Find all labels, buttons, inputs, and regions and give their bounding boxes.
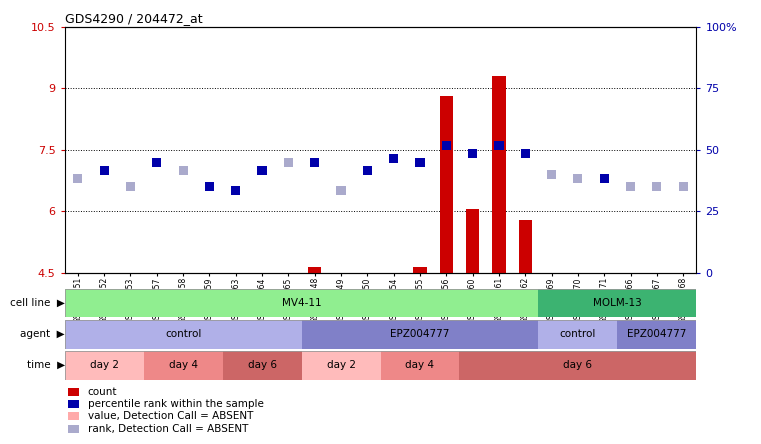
Text: MOLM-13: MOLM-13 bbox=[593, 298, 642, 308]
Bar bbox=[466, 210, 479, 273]
Bar bbox=[179, 166, 188, 175]
Text: MV4-11: MV4-11 bbox=[282, 298, 321, 308]
Bar bbox=[223, 351, 301, 380]
Text: day 2: day 2 bbox=[90, 360, 119, 370]
Text: time  ▶: time ▶ bbox=[27, 360, 65, 370]
Bar bbox=[389, 154, 398, 163]
Bar bbox=[65, 320, 301, 349]
Text: day 4: day 4 bbox=[169, 360, 198, 370]
Bar bbox=[539, 289, 696, 317]
Bar bbox=[65, 289, 539, 317]
Text: cell line  ▶: cell line ▶ bbox=[10, 298, 65, 308]
Bar bbox=[495, 141, 504, 150]
Bar bbox=[519, 220, 532, 273]
Text: control: control bbox=[165, 329, 202, 339]
Bar bbox=[301, 351, 380, 380]
Text: EPZ004777: EPZ004777 bbox=[627, 329, 686, 339]
Bar bbox=[126, 182, 135, 191]
Text: EPZ004777: EPZ004777 bbox=[390, 329, 450, 339]
Bar bbox=[679, 182, 688, 191]
Bar bbox=[413, 267, 427, 273]
Text: day 6: day 6 bbox=[563, 360, 592, 370]
Bar bbox=[152, 158, 161, 166]
Bar bbox=[547, 170, 556, 179]
Bar bbox=[652, 182, 661, 191]
Bar bbox=[626, 182, 635, 191]
Bar bbox=[100, 166, 109, 175]
Bar bbox=[336, 186, 345, 195]
Bar bbox=[205, 182, 214, 191]
Bar bbox=[308, 267, 321, 273]
Bar bbox=[73, 174, 82, 183]
Bar bbox=[301, 320, 539, 349]
Bar bbox=[492, 76, 505, 273]
Bar bbox=[65, 351, 144, 380]
Bar bbox=[363, 166, 372, 175]
Bar bbox=[539, 320, 617, 349]
Bar bbox=[460, 351, 696, 380]
Text: agent  ▶: agent ▶ bbox=[20, 329, 65, 339]
Bar bbox=[600, 174, 609, 183]
Bar bbox=[440, 96, 453, 273]
Text: day 6: day 6 bbox=[247, 360, 276, 370]
Bar bbox=[573, 174, 582, 183]
Bar bbox=[380, 351, 460, 380]
Bar bbox=[416, 158, 425, 166]
Text: percentile rank within the sample: percentile rank within the sample bbox=[88, 399, 263, 409]
Bar bbox=[231, 186, 240, 195]
Bar bbox=[441, 141, 451, 150]
Bar bbox=[284, 158, 293, 166]
Bar bbox=[144, 351, 223, 380]
Bar bbox=[521, 150, 530, 159]
Text: control: control bbox=[559, 329, 596, 339]
Bar bbox=[617, 320, 696, 349]
Text: day 2: day 2 bbox=[326, 360, 355, 370]
Text: rank, Detection Call = ABSENT: rank, Detection Call = ABSENT bbox=[88, 424, 248, 434]
Bar bbox=[257, 166, 266, 175]
Text: count: count bbox=[88, 387, 117, 396]
Text: value, Detection Call = ABSENT: value, Detection Call = ABSENT bbox=[88, 412, 253, 421]
Text: GDS4290 / 204472_at: GDS4290 / 204472_at bbox=[65, 12, 202, 25]
Bar bbox=[310, 158, 320, 166]
Bar bbox=[468, 150, 477, 159]
Text: day 4: day 4 bbox=[406, 360, 435, 370]
